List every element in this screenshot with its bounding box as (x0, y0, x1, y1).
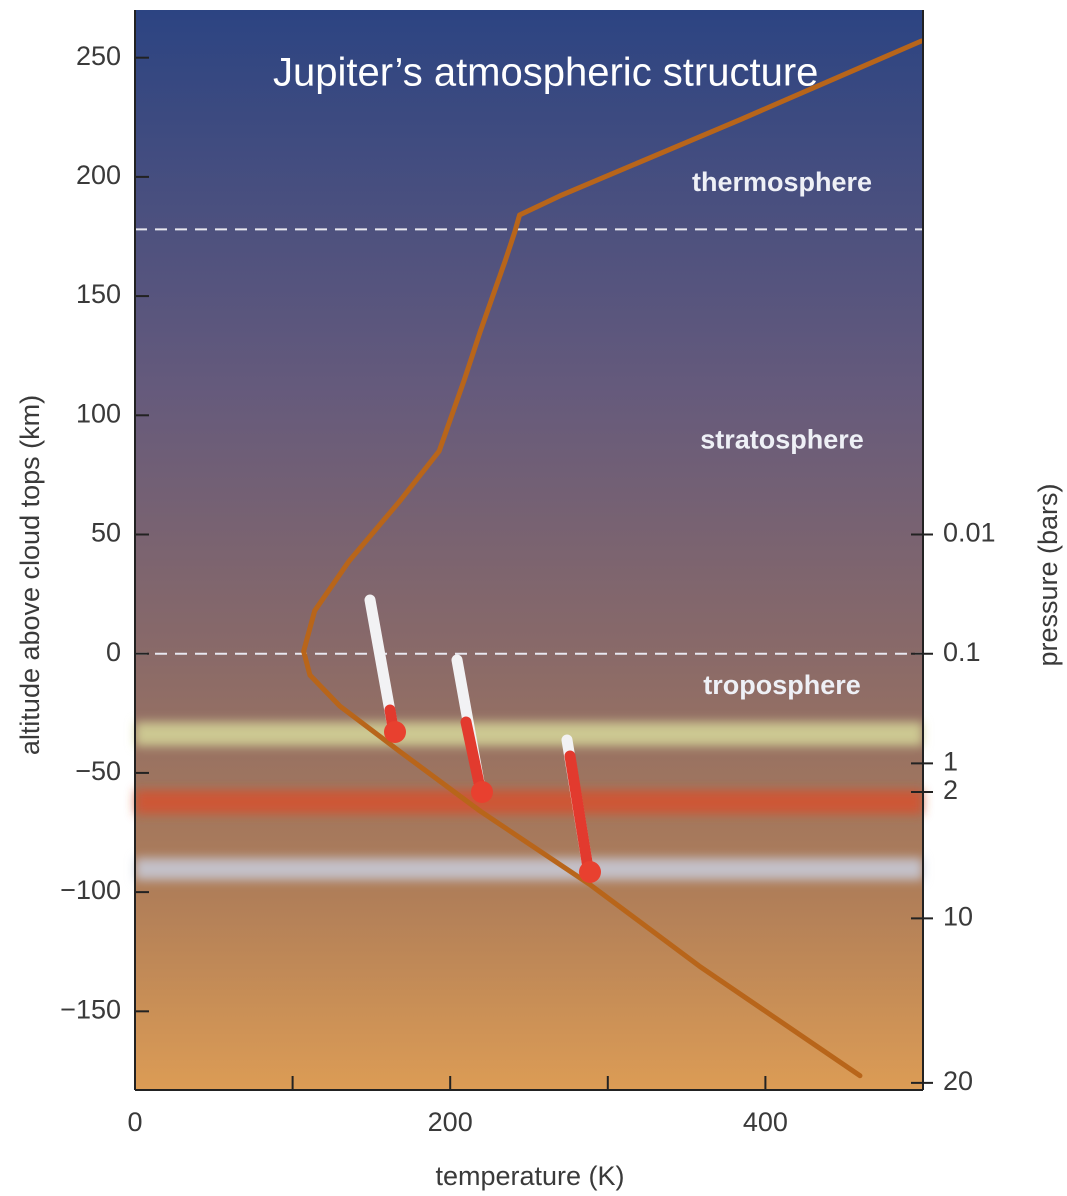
y2-axis-label: pressure (bars) (1033, 483, 1063, 666)
x-axis-label: temperature (K) (435, 1161, 624, 1191)
y-tick-label: −150 (60, 994, 121, 1024)
thermometer (460, 716, 486, 794)
y2-tick-label: 20 (943, 1066, 973, 1096)
plot-background (135, 10, 923, 1090)
thermometer (564, 750, 594, 874)
thermometer-bulb (579, 861, 601, 883)
y-tick-label: 50 (91, 518, 121, 548)
thermometer-bulb (384, 721, 406, 743)
y-tick-label: 0 (106, 637, 121, 667)
thermometer-bulb (471, 781, 493, 803)
y-tick-label: 100 (76, 398, 121, 428)
y2-tick-label: 0.1 (943, 637, 981, 667)
x-tick-label: 200 (428, 1107, 473, 1137)
cloud-band (135, 722, 923, 746)
cloud-band (135, 858, 923, 880)
y-tick-label: 250 (76, 41, 121, 71)
y-tick-label: 200 (76, 160, 121, 190)
y2-tick-label: 0.01 (943, 518, 996, 548)
x-tick-label: 400 (743, 1107, 788, 1137)
chart-title: Jupiter’s atmospheric structure (273, 51, 818, 95)
thermometers (364, 594, 601, 883)
layer-label: troposphere (703, 670, 861, 700)
y-tick-label: −100 (60, 875, 121, 905)
y2-tick-label: 10 (943, 901, 973, 931)
x-tick-label: 0 (127, 1107, 142, 1137)
layer-label: thermosphere (692, 167, 872, 197)
y2-tick-label: 1 (943, 747, 958, 777)
y-axis-label: altitude above cloud tops (km) (15, 395, 45, 755)
y-tick-label: −50 (75, 756, 121, 786)
temperature-line (301, 38, 924, 1079)
cloud-band (135, 790, 923, 814)
cloud-bands (135, 722, 923, 880)
layer-label: stratosphere (700, 425, 864, 455)
y2-tick-label: 2 (943, 775, 958, 805)
y-tick-label: 150 (76, 279, 121, 309)
